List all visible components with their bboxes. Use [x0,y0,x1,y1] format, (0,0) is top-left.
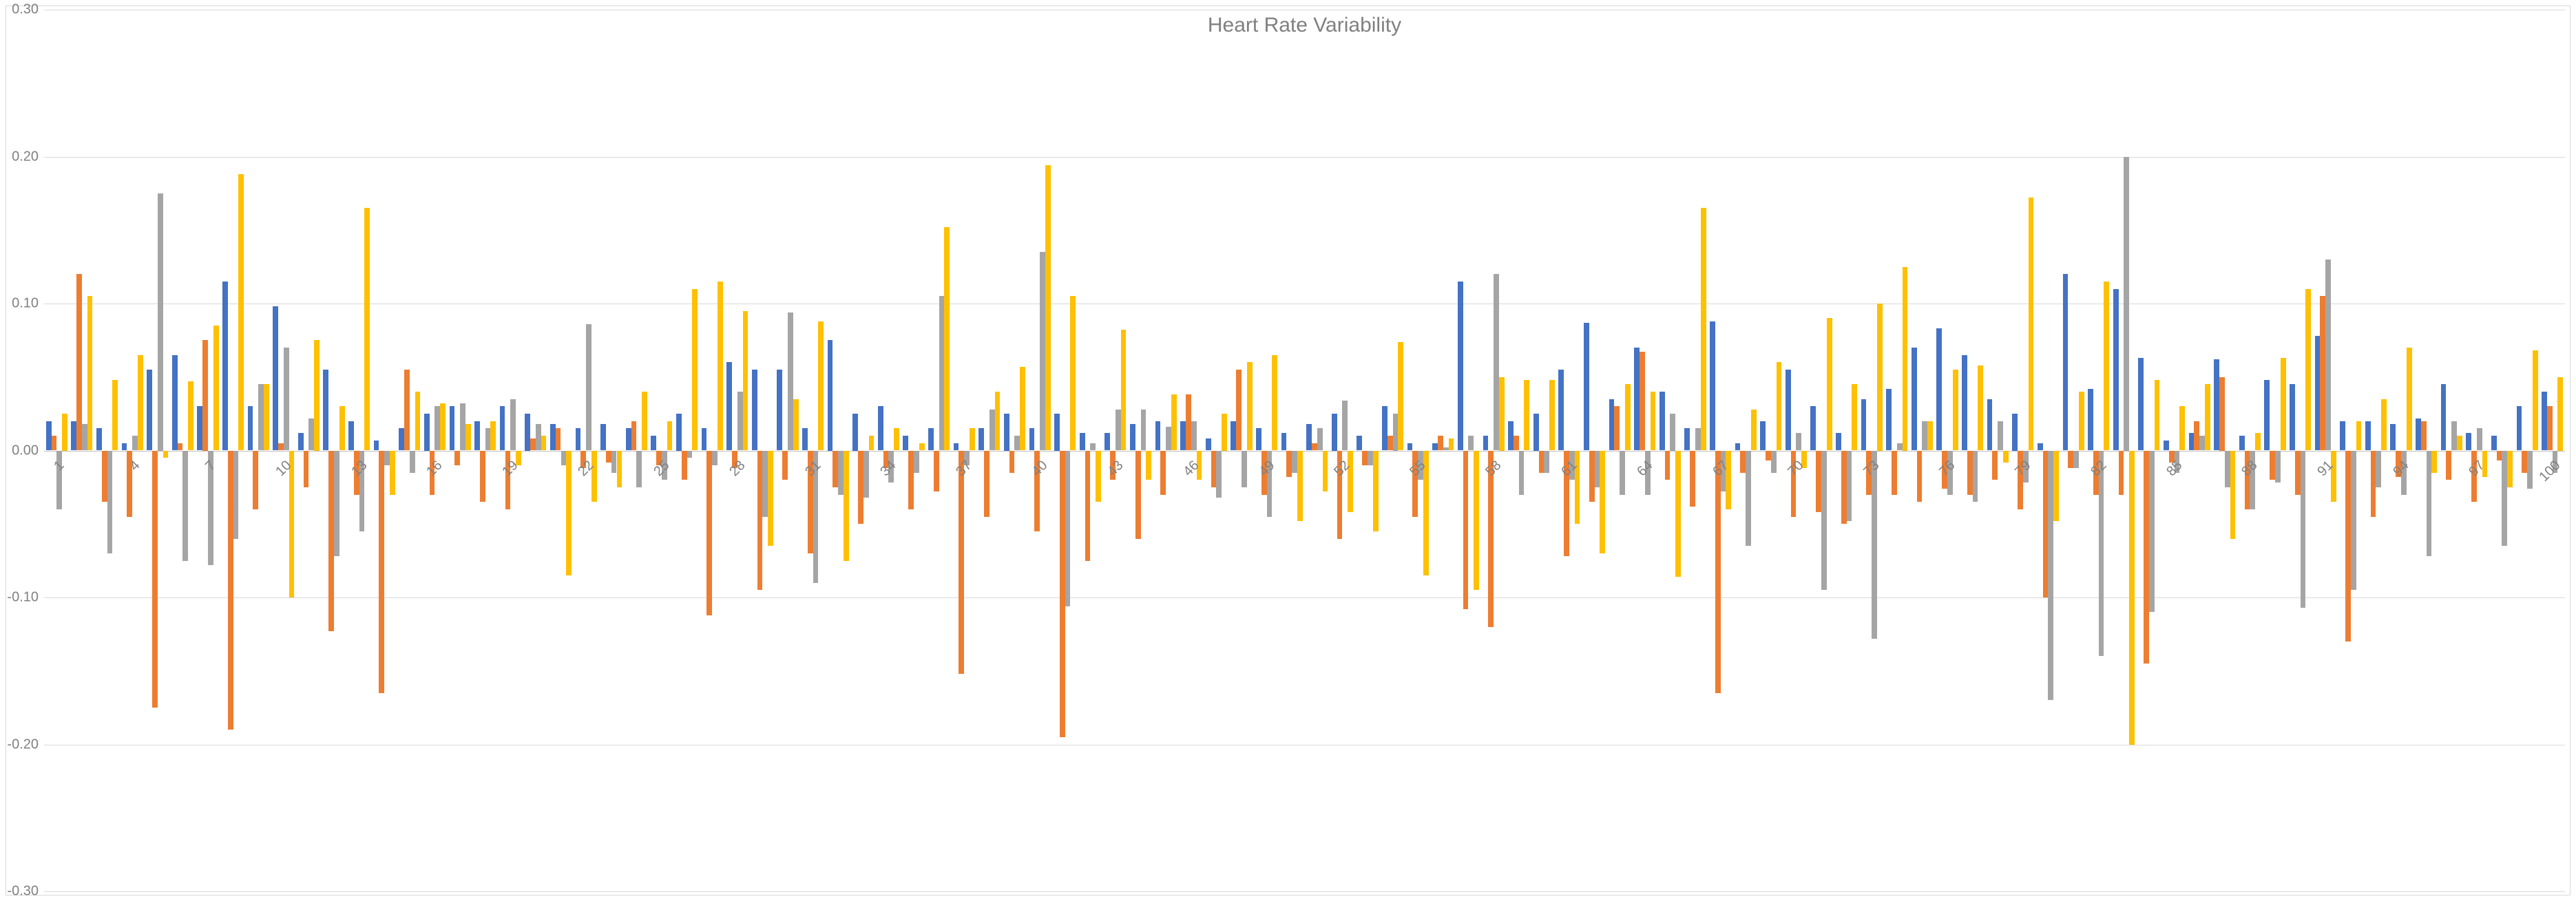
y-axis-label: -0.30 [7,884,39,900]
chart-title: Heart Rate Variability [44,14,2565,37]
y-axis-label: 0.30 [12,2,39,18]
y-axis-label: -0.20 [7,736,39,752]
hrv-chart: -0.30-0.20-0.100.000.100.200.30 14710131… [0,0,2576,901]
y-axis-label: 0.10 [12,296,39,312]
y-axis-label: -0.10 [7,590,39,606]
plot-area: -0.30-0.20-0.100.000.100.200.30 14710131… [44,10,2565,891]
title-layer: Heart Rate Variability [44,10,2565,891]
gridline [44,891,2565,892]
y-axis-label: 0.00 [12,443,39,458]
y-axis-label: 0.20 [12,149,39,165]
